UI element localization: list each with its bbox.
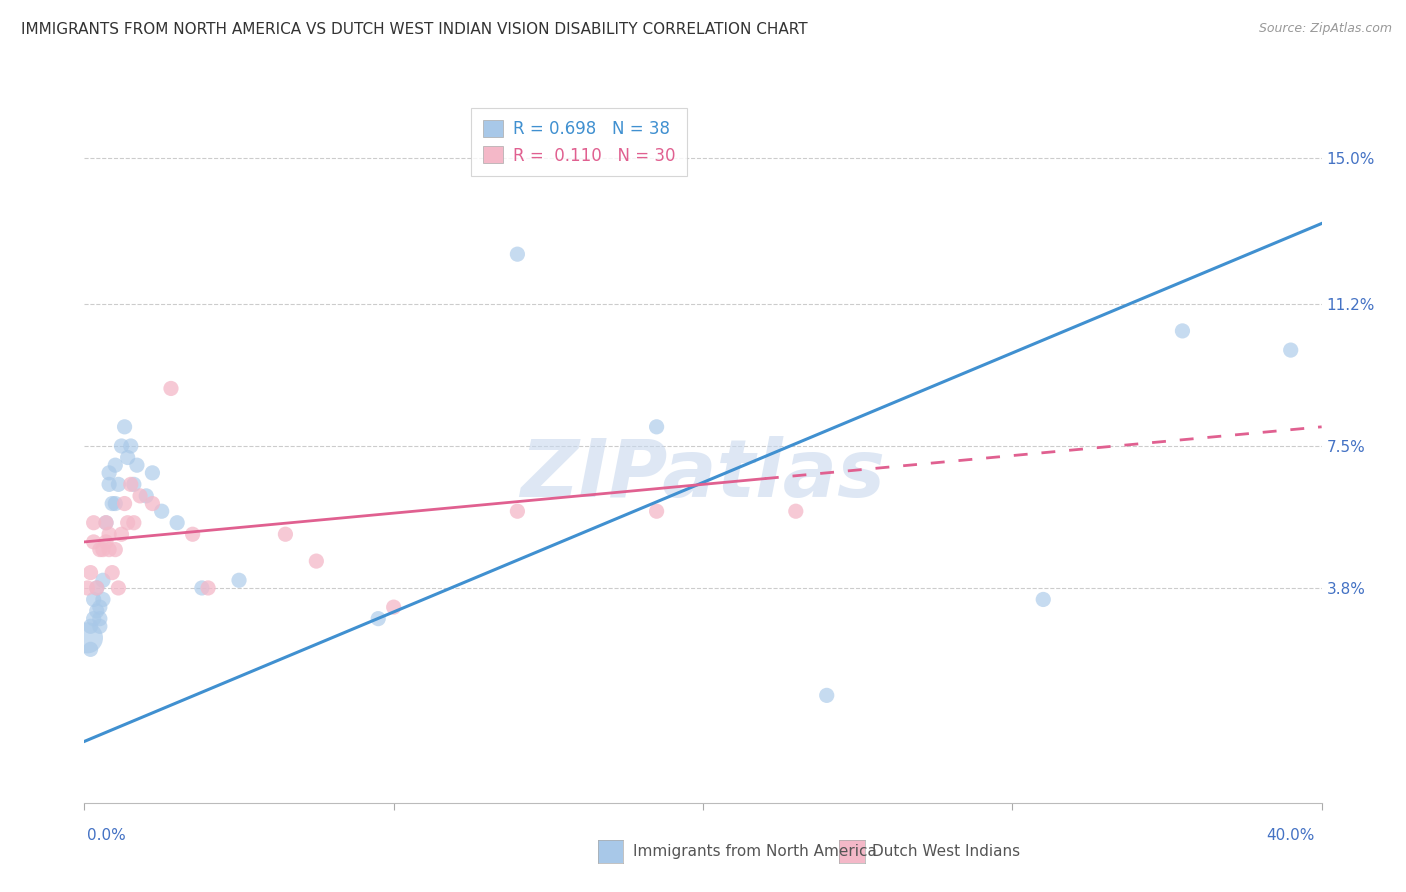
Point (191, 581, 214, 595)
Point (141, 497, 163, 511)
Point (117, 450, 139, 465)
Point (94, 516, 117, 530)
Point (228, 574, 250, 588)
Point (114, 497, 136, 511)
Point (83, 612, 105, 626)
Point (91, 592, 114, 607)
Point (120, 439, 142, 453)
Point (76, 581, 98, 595)
Point (76, 631, 98, 645)
Point (83, 535, 105, 549)
Point (91, 542, 114, 557)
Point (645, 419, 668, 434)
Text: 40.0%: 40.0% (1267, 828, 1315, 843)
Point (86, 604, 108, 618)
Point (91, 574, 114, 588)
Text: Immigrants from North America: Immigrants from North America (633, 845, 876, 859)
Point (506, 247, 529, 261)
Point (98, 477, 121, 491)
Point (79, 642, 101, 657)
Point (83, 592, 105, 607)
Point (305, 554, 328, 568)
Point (785, 504, 807, 518)
Point (122, 477, 145, 491)
Point (120, 477, 142, 491)
Point (382, 600, 405, 615)
Point (645, 504, 668, 518)
Point (89, 612, 111, 626)
Point (101, 497, 124, 511)
Point (110, 439, 132, 453)
Point (94, 535, 117, 549)
Point (107, 477, 129, 491)
Point (98, 466, 121, 480)
Point (506, 504, 529, 518)
Point (104, 458, 127, 473)
Point (141, 466, 163, 480)
Text: Source: ZipAtlas.com: Source: ZipAtlas.com (1258, 22, 1392, 36)
Point (1032, 592, 1054, 607)
Point (89, 542, 111, 557)
Text: Dutch West Indians: Dutch West Indians (872, 845, 1019, 859)
Point (104, 497, 127, 511)
Point (89, 600, 111, 615)
Point (160, 381, 183, 395)
Point (135, 489, 157, 503)
Point (117, 516, 139, 530)
Point (1279, 343, 1302, 357)
Point (79, 619, 101, 633)
Point (125, 458, 148, 473)
Point (104, 542, 127, 557)
Text: IMMIGRANTS FROM NORTH AMERICA VS DUTCH WEST INDIAN VISION DISABILITY CORRELATION: IMMIGRANTS FROM NORTH AMERICA VS DUTCH W… (21, 22, 807, 37)
Point (98, 542, 121, 557)
Point (94, 516, 117, 530)
Point (181, 527, 204, 541)
Point (83, 516, 105, 530)
Text: ZIPatlas: ZIPatlas (520, 435, 886, 514)
Point (166, 516, 188, 530)
Point (86, 581, 108, 595)
Point (1171, 324, 1194, 338)
Point (114, 419, 136, 434)
Point (107, 581, 129, 595)
Point (122, 516, 145, 530)
Legend: R = 0.698   N = 38, R =  0.110   N = 30: R = 0.698 N = 38, R = 0.110 N = 30 (471, 108, 688, 177)
Point (89, 619, 111, 633)
Point (197, 581, 219, 595)
Point (367, 612, 389, 626)
Point (101, 566, 124, 580)
Point (86, 581, 108, 595)
Point (150, 504, 173, 518)
Point (98, 527, 121, 541)
Point (129, 489, 152, 503)
Point (815, 689, 838, 703)
Point (79, 566, 101, 580)
Text: 0.0%: 0.0% (87, 828, 127, 843)
Point (274, 527, 297, 541)
Point (110, 527, 132, 541)
